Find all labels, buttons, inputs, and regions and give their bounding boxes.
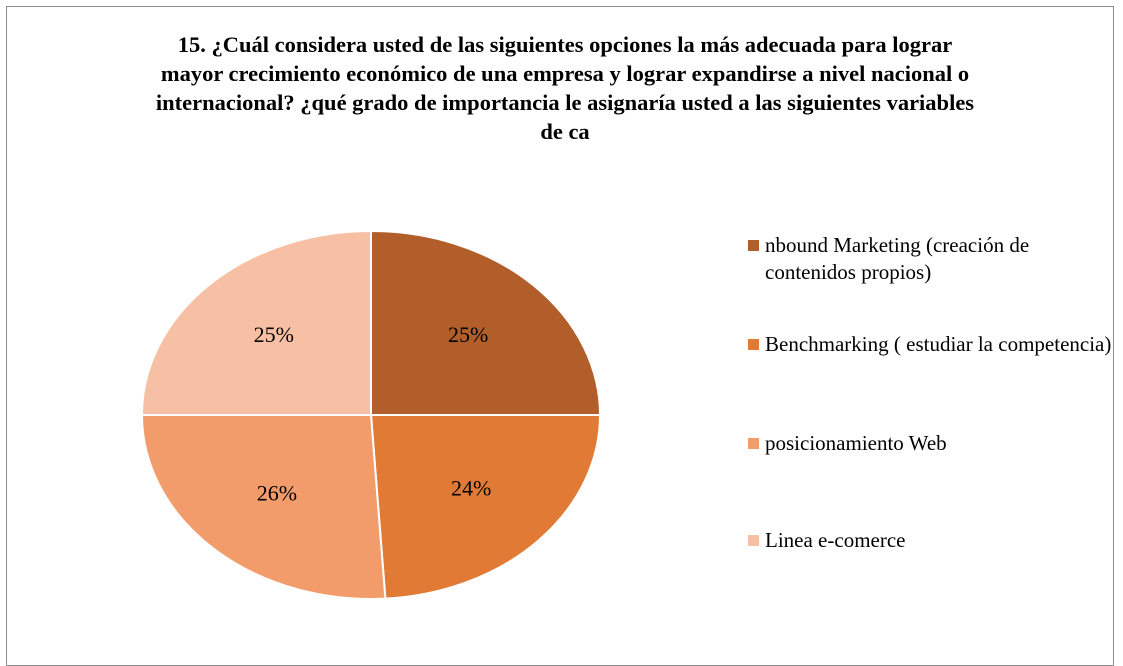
legend-swatch bbox=[748, 535, 759, 546]
pie-chart: 25% 24% 26% 25% bbox=[140, 229, 602, 600]
legend-swatch bbox=[748, 339, 759, 350]
page: {"chart_data": {"type": "pie", "title": … bbox=[6, 6, 1118, 666]
legend-label: Benchmarking ( estudiar la competencia) bbox=[765, 332, 1112, 356]
data-label: 25% bbox=[448, 322, 488, 347]
data-label: 26% bbox=[257, 481, 297, 506]
legend-label: posicionamiento Web bbox=[765, 431, 947, 455]
pie-slice bbox=[140, 229, 372, 416]
legend-swatch bbox=[748, 438, 759, 449]
chart-title: 15. ¿Cuál considera usted de las siguien… bbox=[155, 32, 975, 144]
legend-item: nbound Marketing (creación de contenidos… bbox=[748, 232, 1118, 286]
legend-item: Benchmarking ( estudiar la competencia) bbox=[748, 331, 1118, 358]
legend-item: posicionamiento Web bbox=[748, 430, 1118, 457]
pie-slice bbox=[370, 229, 602, 416]
legend-swatch bbox=[748, 240, 759, 251]
data-label: 25% bbox=[254, 322, 294, 347]
pie-slice bbox=[140, 414, 387, 600]
data-label: 24% bbox=[451, 476, 491, 501]
legend-label: Linea e-comerce bbox=[765, 528, 906, 552]
pie-slice bbox=[369, 414, 602, 600]
legend-item: Linea e-comerce bbox=[748, 527, 1118, 554]
legend-label: nbound Marketing (creación de contenidos… bbox=[765, 233, 1030, 284]
